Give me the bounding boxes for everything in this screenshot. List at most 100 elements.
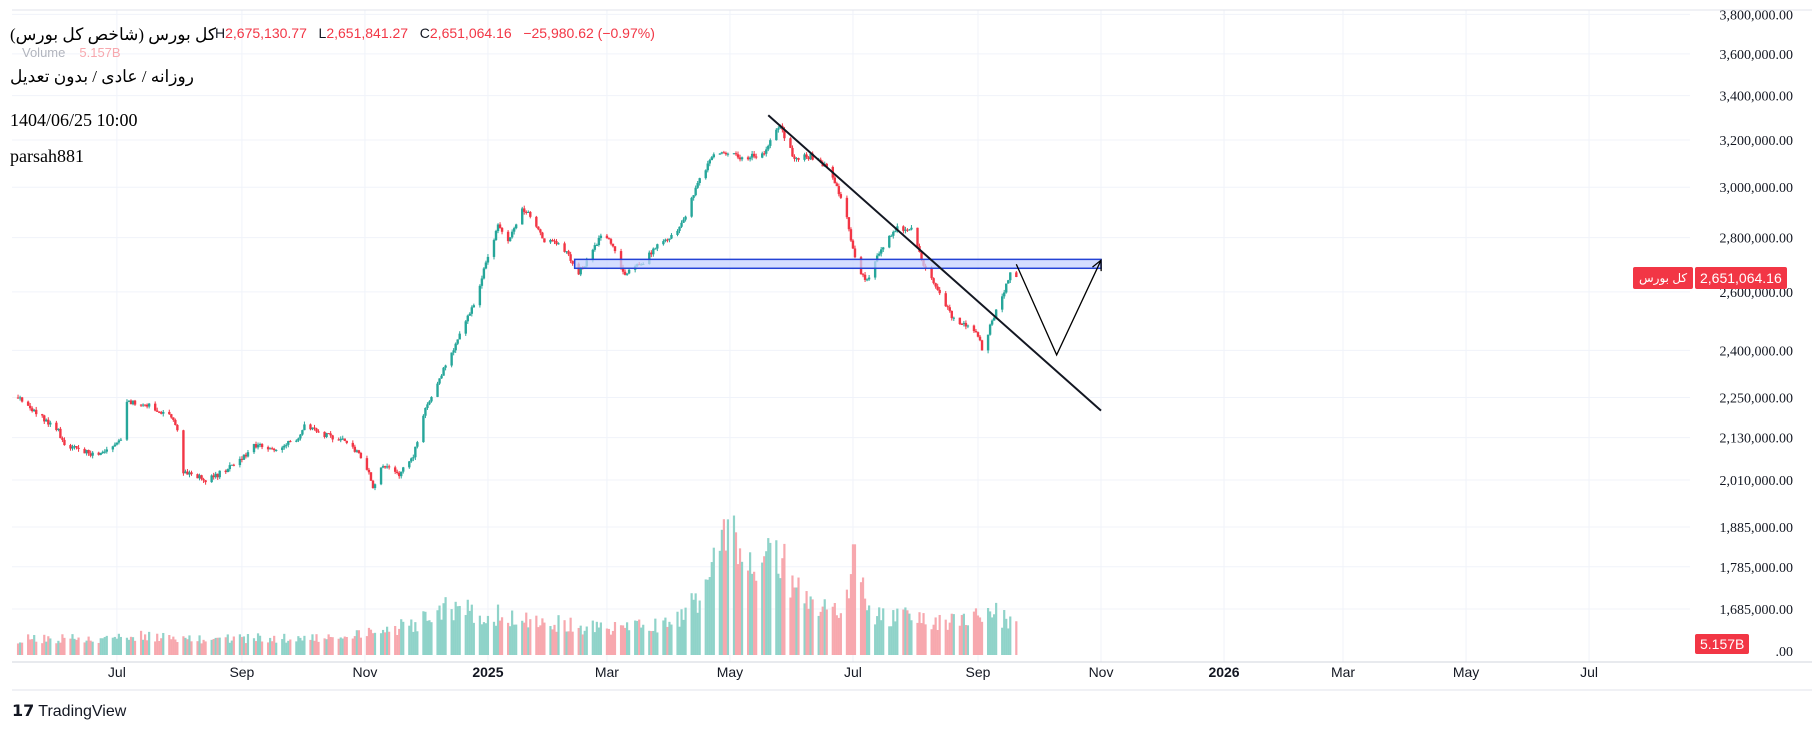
drawings[interactable]: [573, 114, 1102, 412]
volume-bar: [394, 625, 397, 655]
candle-body: [761, 153, 764, 158]
candle-body: [541, 232, 544, 239]
candle-body: [153, 403, 157, 411]
volume-bar: [83, 642, 86, 655]
volume-bar: [287, 640, 290, 655]
symbol-title[interactable]: کل بورس (شاخص کل بورس): [10, 25, 216, 44]
volume-bar: [35, 641, 38, 655]
candle-body: [551, 240, 554, 242]
candle-body: [224, 470, 227, 473]
volume-bar: [597, 627, 600, 655]
volume-bar: [529, 619, 532, 655]
volume-bar: [210, 639, 213, 655]
volume-bar: [579, 625, 582, 655]
volume-bar: [337, 638, 340, 655]
volume-bar: [611, 630, 615, 655]
candle-body: [101, 451, 104, 453]
candle-body: [103, 451, 106, 453]
volume-bar: [410, 619, 413, 655]
candle-body: [162, 411, 165, 414]
volume-bar: [160, 638, 163, 655]
candle-body: [708, 160, 711, 164]
volume-bar: [563, 620, 566, 655]
volume-bar: [767, 538, 770, 655]
candle-body: [512, 228, 516, 232]
volume-bar: [125, 637, 129, 655]
volume-bar: [924, 624, 927, 655]
volume-bar: [628, 630, 631, 655]
candle-body: [498, 224, 502, 228]
candle-body: [888, 235, 891, 248]
volume-bar: [569, 617, 572, 655]
volume-bar: [712, 547, 715, 655]
projection-path[interactable]: [1015, 259, 1102, 357]
volume-bar: [567, 631, 570, 655]
candle-body: [438, 378, 441, 384]
volume-bar: [498, 620, 502, 655]
candle-body: [908, 229, 911, 231]
volume-bar: [708, 577, 711, 655]
candle-body: [184, 471, 187, 474]
volume-bar: [258, 635, 262, 655]
volume-bar: [805, 591, 808, 655]
volume-bar: [89, 640, 92, 655]
candle-body: [579, 267, 582, 275]
candle-body: [769, 140, 772, 146]
candle-body: [156, 410, 159, 412]
volume-bar: [486, 615, 490, 655]
volume-bar: [910, 620, 913, 655]
volume-bar: [837, 617, 840, 655]
price-tick-label: 1,785,000.00: [1720, 561, 1794, 576]
volume-bar: [946, 629, 949, 655]
candle-body: [309, 424, 312, 430]
candle-body: [837, 186, 841, 195]
volume-bar: [353, 636, 356, 655]
volume-bar: [1001, 627, 1004, 655]
candle-body: [478, 285, 482, 306]
candle-body: [863, 274, 867, 280]
volume-bar: [595, 621, 598, 655]
price-axis[interactable]: 1,685,000.00 1,785,000.00 1,885,000.00 2,01…: [1720, 8, 1794, 660]
candle-body: [748, 157, 752, 160]
price-tick-label: 2,600,000.00: [1720, 286, 1794, 301]
candle-body: [833, 177, 837, 184]
candle-body: [202, 479, 205, 481]
candle-body: [986, 334, 990, 351]
volume-bar: [833, 602, 836, 655]
projection-arrowhead[interactable]: [1092, 258, 1102, 272]
candle-body: [1007, 280, 1010, 284]
candle-body: [89, 453, 92, 456]
candle-body: [654, 248, 657, 250]
change-value: −25,980.62 (−0.97%): [523, 25, 655, 41]
low-value: 2,651,841.27: [326, 25, 409, 41]
candle-body: [454, 343, 457, 351]
candle-body: [218, 470, 221, 478]
trendline[interactable]: [767, 114, 1102, 412]
volume-bar: [847, 598, 851, 655]
volume-bar: [313, 640, 316, 655]
support-zone-rect[interactable]: [573, 258, 1102, 270]
candle-body: [283, 445, 286, 448]
volume-bar: [33, 635, 36, 655]
price-tick-label: 3,200,000.00: [1720, 134, 1794, 149]
volume-bar: [710, 562, 713, 655]
close-label: C: [419, 25, 430, 41]
candle-body: [652, 248, 655, 255]
volume-bar: [71, 634, 74, 655]
time-tick-label: May: [717, 664, 743, 680]
volume-bar: [605, 628, 609, 655]
time-axis[interactable]: Jul Sep Nov 2025 Mar May Jul Sep Nov 2026 Mar May Ju…: [108, 664, 1598, 680]
volume-bar: [521, 620, 524, 655]
tradingview-logo[interactable]: 𝟭𝟳 TradingView: [12, 701, 126, 721]
volume-bar: [696, 612, 699, 655]
candle-body: [873, 261, 877, 278]
candle-body: [783, 129, 786, 139]
candle-body: [791, 147, 794, 157]
time-tick-label: Jul: [844, 664, 862, 680]
volume-bar: [162, 632, 165, 655]
candle-body: [468, 313, 471, 316]
volume-bar: [859, 582, 863, 655]
volume-bar: [317, 641, 320, 655]
candle-body: [186, 471, 189, 475]
